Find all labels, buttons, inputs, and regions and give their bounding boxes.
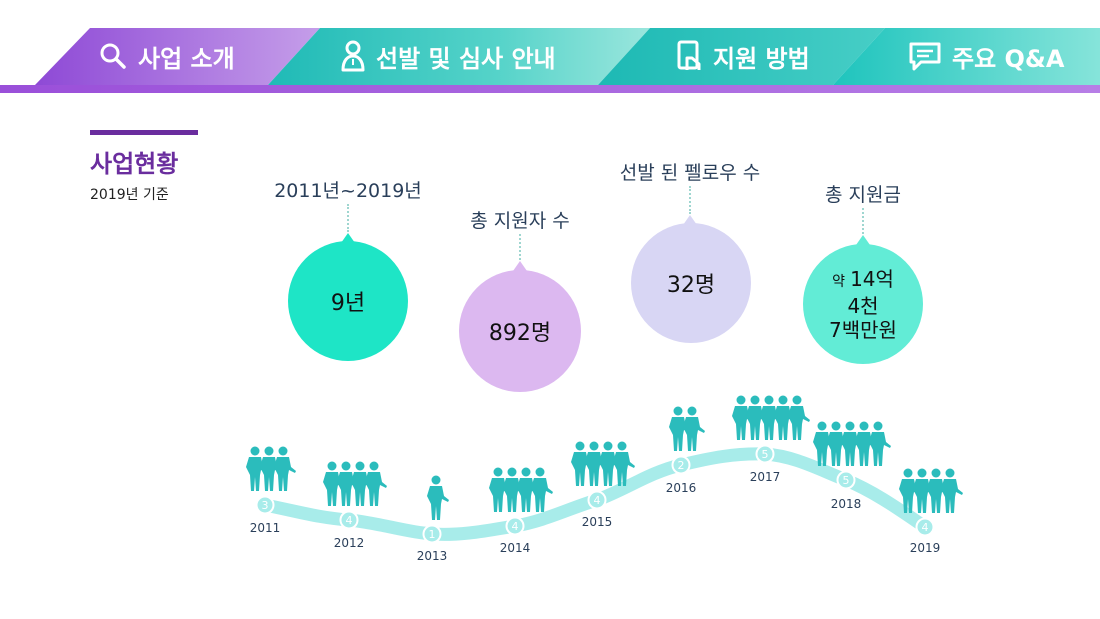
timeline-count: 3 xyxy=(262,499,269,512)
timeline-node xyxy=(505,516,525,536)
stat-pointer xyxy=(683,215,697,225)
timeline-year: 2013 xyxy=(417,549,448,563)
stat-value-line1: 14억 xyxy=(850,266,894,291)
stat-connector xyxy=(519,234,523,260)
stat-connector xyxy=(347,204,351,232)
stat-pointer xyxy=(856,235,870,245)
tab-business-intro[interactable]: 사업 소개 xyxy=(98,36,235,76)
chat-icon xyxy=(909,42,941,71)
section-title: 사업현황 xyxy=(90,150,179,178)
person-icon xyxy=(274,446,296,491)
stat-connector xyxy=(689,186,693,214)
stat-circle-funding: 약 14억 4천 7백만원 xyxy=(803,244,923,364)
timeline-year: 2011 xyxy=(250,521,281,535)
top-nav: 사업 소개 선발 및 심사 안내 지원 방법 주요 Q&A xyxy=(0,0,1100,100)
stat-circle-period: 9년 xyxy=(288,241,408,361)
timeline-year: 2012 xyxy=(334,536,365,550)
timeline-count: 4 xyxy=(922,521,929,534)
timeline-year: 2015 xyxy=(582,515,613,529)
person-icon xyxy=(869,421,891,466)
timeline-year: 2014 xyxy=(500,541,531,555)
stat-value-funding: 약 14억 4천 7백만원 xyxy=(829,267,897,342)
tab-bg-3[interactable] xyxy=(598,28,885,85)
timeline-node xyxy=(255,495,275,515)
stat-connector xyxy=(862,208,866,234)
person-icon xyxy=(683,406,705,451)
person-icon xyxy=(941,468,963,513)
stat-value-line2: 4천 xyxy=(847,293,879,318)
person-icon xyxy=(531,467,553,512)
tab-label-text: 선발 및 심사 안내 xyxy=(376,44,556,73)
tab-label-text: 지원 방법 xyxy=(713,44,810,73)
stat-label-fellows: 선발 된 펠로우 수 xyxy=(619,162,761,184)
stat-pointer xyxy=(341,233,355,243)
person-icon xyxy=(341,40,365,72)
timeline-chart: 3 2011 4 2012 1 2013 4 2014 4 2015 2 2016 5 2017 5 2018… xyxy=(0,380,1100,580)
stat-value-period: 9년 xyxy=(330,291,366,316)
timeline-node xyxy=(755,444,775,464)
timeline-count: 4 xyxy=(594,494,601,507)
stat-label-period: 2011년~2019년 xyxy=(274,180,422,202)
timeline-count: 5 xyxy=(843,474,850,487)
stat-label-funding: 총 지원금 xyxy=(825,184,901,206)
timeline-node xyxy=(422,524,442,544)
section-accent-bar xyxy=(90,130,198,135)
stat-label-applicants: 총 지원자 수 xyxy=(470,210,570,232)
timeline-year: 2016 xyxy=(666,481,697,495)
person-icon xyxy=(613,441,635,486)
tab-bg-1[interactable] xyxy=(35,28,320,85)
timeline-count: 1 xyxy=(429,528,436,541)
person-icon xyxy=(788,395,810,440)
timeline-node xyxy=(836,470,856,490)
stat-circle-fellows: 32명 xyxy=(631,223,751,343)
tab-label-text: 사업 소개 xyxy=(138,44,235,73)
stat-value-fellows: 32명 xyxy=(666,273,716,298)
tab-qna[interactable]: 주요 Q&A xyxy=(908,36,1064,76)
person-icon xyxy=(427,475,449,520)
stat-value-prefix: 약 xyxy=(832,273,845,290)
timeline-count: 4 xyxy=(346,514,353,527)
timeline-node xyxy=(339,510,359,530)
timeline-year: 2017 xyxy=(750,470,781,484)
document-hand-icon xyxy=(677,40,701,70)
timeline-svg: 3 2011 4 2012 1 2013 4 2014 4 2015 2 2016 5 2017 5 2018… xyxy=(246,395,963,563)
stat-pointer xyxy=(513,261,527,271)
timeline-count: 2 xyxy=(678,459,685,472)
tab-selection-review[interactable]: 선발 및 심사 안내 xyxy=(340,36,556,76)
timeline-node xyxy=(671,455,691,475)
stat-value-applicants: 892명 xyxy=(488,321,552,346)
timeline-count: 4 xyxy=(512,520,519,533)
timeline-year: 2018 xyxy=(831,497,862,511)
timeline-node xyxy=(915,517,935,537)
tab-bg-4[interactable] xyxy=(833,28,1100,85)
timeline-year: 2019 xyxy=(910,541,941,555)
section-subtitle: 2019년 기준 xyxy=(90,187,169,203)
search-icon xyxy=(100,43,126,69)
nav-background xyxy=(0,28,1100,93)
nav-underline xyxy=(0,85,1100,93)
tab-how-to-apply[interactable]: 지원 방법 xyxy=(675,36,810,76)
timeline-count: 5 xyxy=(762,448,769,461)
tab-label-text: 주요 Q&A xyxy=(952,44,1065,73)
person-icon xyxy=(365,461,387,506)
stat-circle-applicants: 892명 xyxy=(459,270,581,392)
timeline-node xyxy=(587,490,607,510)
stat-value-line3: 7백만원 xyxy=(829,317,897,342)
